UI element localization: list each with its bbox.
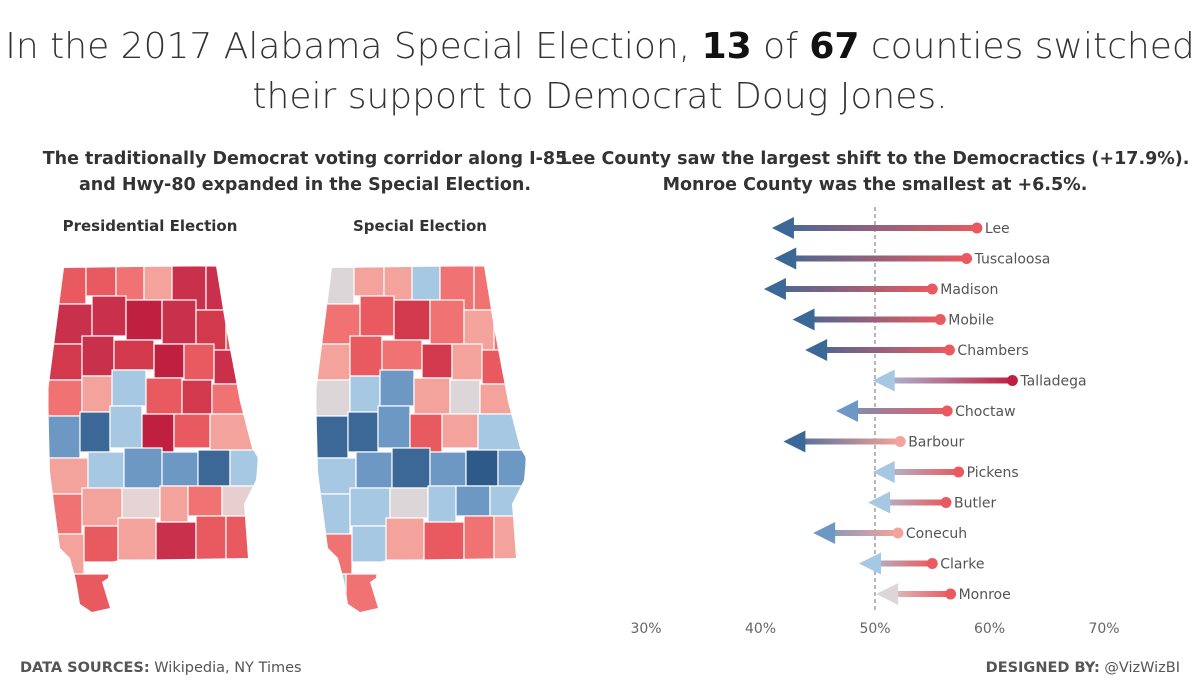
page-title: In the 2017 Alabama Special Election, 13… (0, 22, 1200, 122)
county-row: Talladega (872, 369, 1087, 392)
presidential-election-dot (941, 405, 953, 417)
designer-footer: DESIGNED BY: @VizWizBI (986, 660, 1180, 676)
presidential-election-dot (926, 558, 938, 569)
right-subtitle: Lee County saw the largest shift to the … (560, 146, 1190, 198)
special-election-arrowhead (868, 491, 891, 514)
data-sources-label: DATA SOURCES: (20, 660, 150, 676)
special-election-arrowhead (771, 217, 794, 239)
title-text: In the 2017 Alabama Special Election, (5, 26, 702, 67)
special-election-arrowhead (763, 278, 786, 300)
right-subtitle-line-2: Monroe County was the smallest at +6.5%. (662, 175, 1088, 195)
special-election-arrowhead (813, 522, 836, 544)
county-row: Pickens (872, 461, 1019, 483)
special-election-arrowhead (876, 583, 899, 605)
presidential-election-dot (940, 497, 952, 508)
presidential-election-map (48, 266, 258, 612)
designer-text: @VizWizBI (1099, 660, 1180, 676)
special-election-arrowhead (792, 308, 815, 331)
county-row: Barbour (783, 430, 964, 453)
presidential-election-dot (892, 527, 904, 539)
county-row: Butler (868, 491, 996, 514)
x-tick-label: 40% (745, 621, 776, 637)
x-tick-label: 50% (859, 621, 890, 637)
right-subtitle-line-1: Lee County saw the largest shift to the … (560, 149, 1190, 169)
presidential-map-label: Presidential Election (62, 217, 238, 235)
county-label: Butler (954, 496, 996, 512)
special-election-arrowhead (872, 369, 895, 392)
county-row: Chambers (805, 339, 1029, 361)
county-row: Lee (771, 217, 1010, 239)
x-axis-ticks: 30% 40% 50% 60% 70% (630, 621, 1119, 637)
special-election-arrowhead (836, 400, 859, 422)
presidential-counties (48, 266, 258, 612)
county-label: Mobile (948, 313, 994, 329)
county-row: Monroe (876, 583, 1011, 605)
special-election-map (316, 266, 526, 612)
x-tick-label: 30% (630, 621, 661, 637)
presidential-election-dot (961, 253, 973, 264)
presidential-election-dot (943, 344, 955, 356)
county-label: Madison (940, 282, 998, 298)
data-sources-text: Wikipedia, NY Times (149, 660, 302, 676)
title-count-switched: 13 (701, 26, 752, 67)
presidential-election-dot (945, 588, 957, 600)
special-map-label: Special Election (353, 217, 487, 235)
special-election-arrowhead (805, 339, 828, 361)
county-label: Clarke (940, 557, 984, 573)
county-label: Monroe (959, 587, 1011, 603)
county-shift-arrow-chart: Lee Tuscaloosa Madison Mobile Chambers Tallad… (630, 207, 1120, 637)
title-text: counties switched (859, 26, 1195, 67)
presidential-election-dot (953, 466, 965, 478)
x-tick-label: 70% (1088, 621, 1119, 637)
left-subtitle-line-1: The traditionally Democrat voting corrid… (42, 149, 568, 169)
special-election-arrowhead (872, 461, 895, 483)
county-row: Choctaw (836, 400, 1016, 422)
county-row: Madison (763, 278, 998, 300)
county-label: Talladega (1019, 374, 1086, 390)
county-row: Mobile (792, 308, 994, 331)
county-row: Conecuh (813, 522, 967, 544)
county-label: Lee (985, 221, 1010, 237)
title-text: of (751, 26, 810, 67)
county-rows: Lee Tuscaloosa Madison Mobile Chambers Tallad… (763, 217, 1087, 605)
title-count-total: 67 (809, 26, 860, 67)
special-election-arrowhead (858, 552, 881, 575)
left-subtitle: The traditionally Democrat voting corrid… (20, 146, 590, 198)
county-label: Tuscaloosa (974, 252, 1051, 268)
presidential-election-dot (1006, 375, 1018, 386)
presidential-election-dot (934, 314, 946, 325)
left-subtitle-line-2: and Hwy-80 expanded in the Special Elect… (78, 175, 532, 195)
presidential-election-dot (894, 436, 906, 447)
special-counties (316, 266, 526, 612)
presidential-election-dot (971, 222, 983, 234)
data-sources-footer: DATA SOURCES: Wikipedia, NY Times (20, 660, 302, 676)
designer-label: DESIGNED BY: (985, 660, 1100, 676)
presidential-election-dot (926, 283, 938, 295)
county-label: Chambers (957, 343, 1028, 359)
county-label: Choctaw (955, 404, 1015, 420)
x-tick-label: 60% (974, 621, 1005, 637)
county-row: Clarke (858, 552, 984, 575)
special-election-arrowhead (783, 430, 806, 453)
county-label: Conecuh (906, 526, 967, 542)
special-election-arrowhead (774, 247, 797, 270)
county-label: Barbour (908, 435, 964, 451)
title-line-2: their support to Democrat Doug Jones. (252, 76, 948, 117)
county-row: Tuscaloosa (774, 247, 1051, 270)
county-label: Pickens (967, 465, 1019, 481)
